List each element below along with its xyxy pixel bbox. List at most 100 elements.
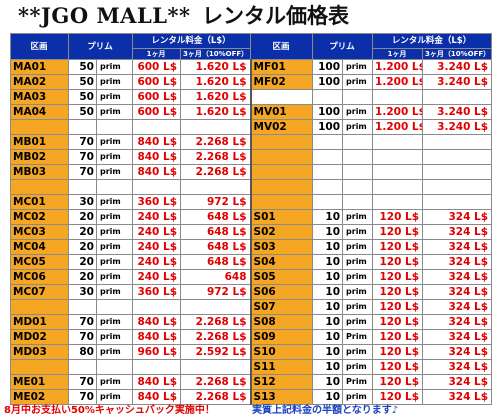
prim-count: 30: [68, 284, 97, 300]
zone-id-right: S07: [249, 299, 314, 315]
prim-unit-right: [342, 164, 374, 180]
prim-count-right: 10: [312, 299, 344, 315]
price-one-month: 840 L$: [132, 314, 182, 330]
price-three-month: 648: [180, 269, 252, 285]
price-three-month-right: 324 L$: [422, 359, 493, 375]
prim-unit: prim: [95, 149, 134, 165]
zone-id-right: [249, 164, 314, 180]
zone-id: MC01: [10, 194, 69, 210]
price-one-month-right: 120 L$: [372, 299, 424, 315]
price-one-month-right: [372, 89, 424, 105]
prim-count: 50: [68, 74, 97, 90]
table-row: MC03 20 prim 240 L$ 648 L$ S02 10 prim 120 L$ 324…: [10, 224, 493, 240]
prim-count: [68, 119, 97, 135]
price-three-month: [180, 299, 252, 315]
prim-unit-right: [342, 179, 374, 195]
price-three-month: 2.268 L$: [180, 149, 252, 165]
zone-id-right: MF02: [249, 74, 314, 90]
zone-id-right: S12: [249, 374, 314, 390]
zone-id: MA01: [10, 59, 69, 75]
prim-unit: [95, 179, 134, 195]
price-one-month: [132, 359, 182, 375]
table-row: MA04 50 prim 600 L$ 1.620 L$ MV01 100 prim 1.200…: [10, 104, 493, 120]
table-row: MC07 30 prim 360 L$ 972 L$ S06 10 prim 120 L$ 324…: [10, 284, 493, 300]
price-one-month-right: [372, 164, 424, 180]
price-one-month-right: 120 L$: [372, 374, 424, 390]
prim-count-right: 10: [312, 209, 344, 225]
price-one-month: 360 L$: [132, 194, 182, 210]
table-row: MC04 20 prim 240 L$ 648 L$ S03 10 prim 120 L$ 324…: [10, 239, 493, 255]
zone-id: MB02: [10, 149, 69, 165]
prim-unit-right: prim: [342, 344, 374, 360]
prim-unit-right: [342, 149, 374, 165]
price-three-month: 2.592 L$: [180, 344, 252, 360]
prim-unit: prim: [95, 239, 134, 255]
prim-unit-right: [342, 194, 374, 210]
prim-unit-right: prim: [342, 104, 374, 120]
prim-count-right: 10: [312, 389, 344, 405]
header-three-month-right: 3ヶ月（10%OFF）: [422, 48, 493, 60]
cashback-notice: 8月中お支払い50%キャッシュバック実施中！: [4, 405, 215, 416]
price-three-month: 972 L$: [180, 194, 252, 210]
prim-count-right: 10: [312, 224, 344, 240]
price-one-month-right: 120 L$: [372, 359, 424, 375]
prim-unit: prim: [95, 224, 134, 240]
price-three-month: 2.268 L$: [180, 314, 252, 330]
prim-count: 70: [68, 164, 97, 180]
zone-id: MC04: [10, 239, 69, 255]
header-zone: 区画: [10, 33, 69, 60]
price-one-month-right: 120 L$: [372, 389, 424, 405]
price-three-month: 2.268 L$: [180, 389, 252, 405]
zone-id: [10, 359, 69, 375]
zone-id-right: [249, 179, 314, 195]
price-one-month: [132, 179, 182, 195]
prim-count-right: 10: [312, 359, 344, 375]
price-three-month-right: 3.240 L$: [422, 104, 493, 120]
prim-count-right: 10: [312, 374, 344, 390]
prim-count-right: 10: [312, 269, 344, 285]
prim-unit: prim: [95, 74, 134, 90]
page-title: **JGO MALL** レンタル価格表: [0, 0, 500, 32]
prim-count: [68, 299, 97, 315]
zone-id: MD02: [10, 329, 69, 345]
zone-id-right: S06: [249, 284, 314, 300]
table-row: MA03 50 prim 600 L$ 1.620 L$: [10, 89, 493, 105]
zone-id: MC02: [10, 209, 69, 225]
title-suffix: レンタル価格表: [202, 4, 349, 28]
prim-count-right: 100: [312, 104, 344, 120]
zone-id: ME01: [10, 374, 69, 390]
table-row: MV02 100 prim 1.200 L$ 3.240 L$: [10, 119, 493, 135]
header-one-month: 1ヶ月: [132, 48, 182, 60]
price-three-month-right: [422, 194, 493, 210]
prim-unit: prim: [95, 104, 134, 120]
price-one-month: 840 L$: [132, 374, 182, 390]
prim-unit-right: prim: [342, 359, 374, 375]
table-row: MD02 70 prim 840 L$ 2.268 L$ S09 10 Prim 120 L$ 3…: [10, 329, 493, 345]
prim-unit-right: prim: [342, 224, 374, 240]
price-three-month: 1.620 L$: [180, 89, 252, 105]
price-three-month: 2.268 L$: [180, 164, 252, 180]
zone-id: MA02: [10, 74, 69, 90]
prim-count: 70: [68, 314, 97, 330]
price-three-month-right: 324 L$: [422, 284, 493, 300]
prim-count: 80: [68, 344, 97, 360]
zone-id-right: MV02: [249, 119, 314, 135]
price-one-month: 840 L$: [132, 164, 182, 180]
price-one-month: 600 L$: [132, 74, 182, 90]
prim-unit-right: [342, 134, 374, 150]
price-one-month-right: [372, 134, 424, 150]
prim-unit-right: prim: [342, 299, 374, 315]
zone-id-right: S13: [249, 389, 314, 405]
price-one-month: 840 L$: [132, 389, 182, 405]
price-three-month: 1.620 L$: [180, 74, 252, 90]
price-three-month-right: 324 L$: [422, 344, 493, 360]
price-one-month-right: 120 L$: [372, 224, 424, 240]
table-row: MD01 70 prim 840 L$ 2.268 L$ S08 10 prim 120 L$ 3…: [10, 314, 493, 330]
prim-unit: prim: [95, 59, 134, 75]
prim-count-right: 10: [312, 314, 344, 330]
price-three-month-right: 324 L$: [422, 314, 493, 330]
prim-count: 70: [68, 149, 97, 165]
zone-id: MC03: [10, 224, 69, 240]
price-three-month-right: 324 L$: [422, 254, 493, 270]
header-one-month-right: 1ヶ月: [372, 48, 424, 60]
